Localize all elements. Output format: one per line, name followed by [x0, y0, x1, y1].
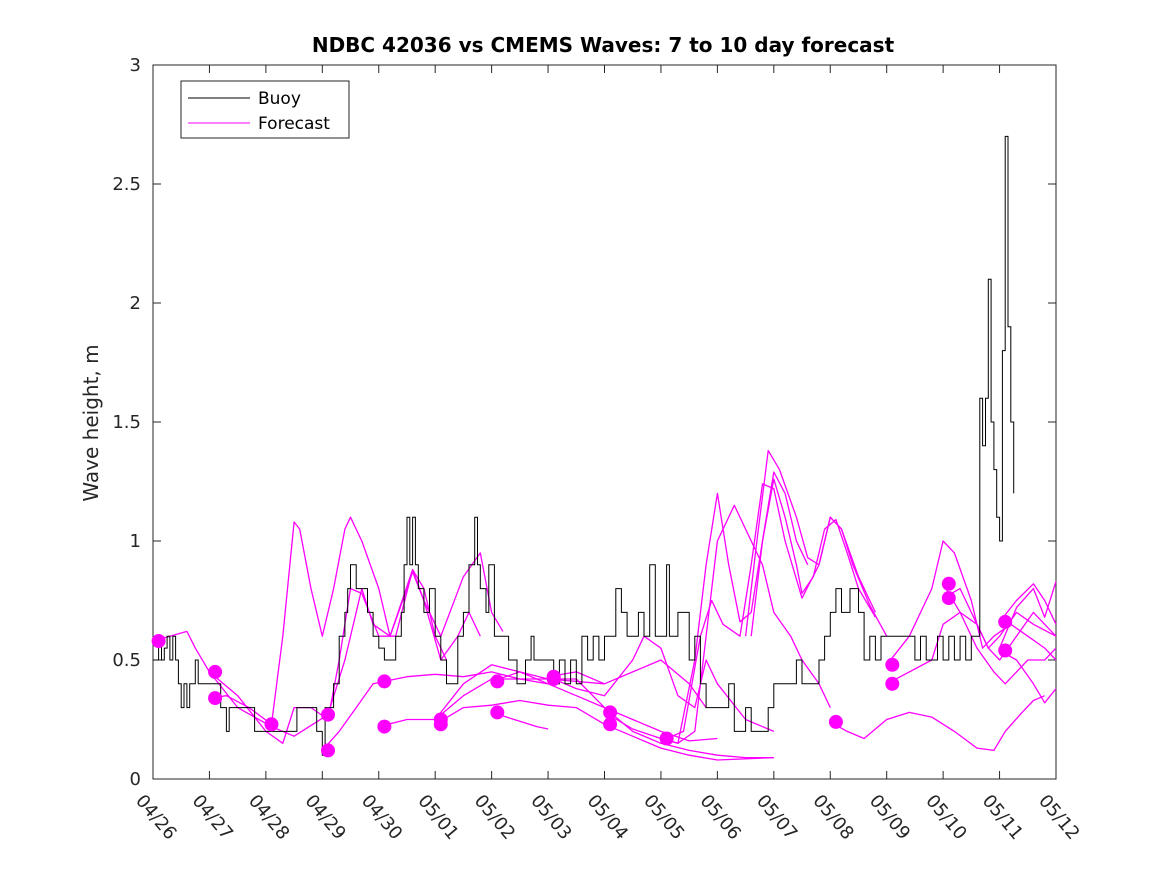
forecast-series-line — [321, 671, 549, 751]
y-tick-label: 0.5 — [112, 650, 141, 671]
chart-title: NDBC 42036 vs CMEMS Waves: 7 to 10 day f… — [312, 33, 895, 57]
forecast-series-line — [942, 587, 1057, 661]
forecast-start-marker — [998, 643, 1013, 658]
forecast-start-marker — [941, 576, 956, 591]
y-axis-label: Wave height, m — [79, 344, 103, 501]
forecast-series-line — [491, 671, 774, 759]
forecast-start-marker — [208, 664, 223, 679]
y-tick-label: 0 — [130, 769, 141, 790]
marker-layer — [151, 576, 1013, 758]
forecast-start-marker — [659, 731, 674, 746]
y-tick-label: 2.5 — [112, 174, 141, 195]
forecast-start-marker — [264, 717, 279, 732]
buoy-series-line — [153, 135, 1015, 756]
forecast-start-marker — [433, 717, 448, 732]
forecast-start-marker — [828, 714, 843, 729]
forecast-series-line — [744, 449, 888, 637]
forecast-start-marker — [321, 707, 335, 722]
forecast-start-marker — [151, 634, 166, 648]
forecast-start-marker — [885, 657, 900, 672]
y-tick-label: 1 — [130, 531, 141, 552]
forecast-series-line — [434, 699, 774, 761]
forecast-series-line — [999, 649, 1057, 704]
forecast-series-line — [829, 695, 1045, 752]
forecast-start-marker — [208, 691, 223, 706]
forecast-start-marker — [490, 705, 505, 720]
forecast-start-marker — [885, 676, 900, 691]
legend-box — [180, 80, 350, 139]
forecast-start-marker — [546, 672, 561, 686]
forecast-start-marker — [603, 705, 618, 720]
forecast-start-marker — [377, 674, 392, 689]
axis-ticks — [152, 64, 1057, 780]
legend-label-forecast: Forecast — [258, 114, 330, 134]
forecast-start-marker — [321, 743, 335, 758]
forecast-series-line — [547, 635, 775, 732]
y-tick-label: 1.5 — [112, 412, 141, 433]
legend: Buoy Forecast — [180, 80, 350, 139]
y-tick-label: 3 — [130, 55, 141, 76]
forecast-series-line — [209, 516, 481, 725]
forecast-start-marker — [998, 614, 1013, 629]
forecast-start-marker — [603, 717, 618, 732]
forecast-series-line — [750, 471, 809, 637]
forecast-start-marker — [490, 674, 505, 689]
y-tick-label: 2 — [130, 293, 141, 314]
forecast-series-line — [660, 478, 876, 744]
forecast-series-line — [942, 583, 1057, 685]
forecast-start-marker — [377, 719, 392, 734]
forecast-start-marker — [941, 591, 956, 606]
forecast-series-line — [999, 583, 1057, 625]
plot-area — [152, 64, 1057, 780]
legend-label-buoy: Buoy — [258, 89, 301, 109]
